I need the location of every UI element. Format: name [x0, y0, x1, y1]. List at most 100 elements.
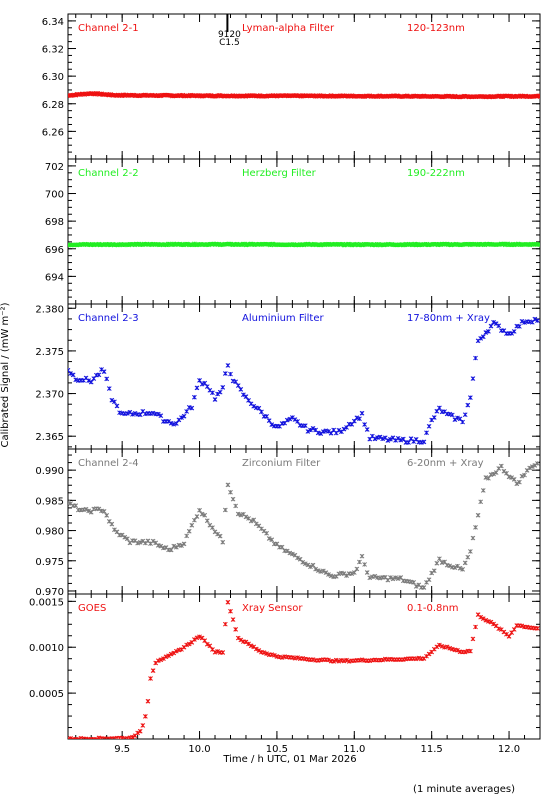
data-point [279, 655, 285, 660]
flare-marker-class: C1.5 [219, 38, 240, 48]
data-point [266, 418, 272, 424]
data-point [519, 473, 525, 479]
data-point [434, 560, 440, 566]
data-point [220, 539, 226, 545]
data-point [184, 533, 189, 539]
data-point [248, 643, 254, 649]
x-tick-label: 9.5 [114, 744, 130, 755]
channel-label: Channel 2-3 [78, 313, 139, 324]
data-point [248, 518, 254, 524]
data-point [189, 522, 195, 528]
data-point [124, 536, 130, 542]
data-point [300, 559, 306, 565]
data-point [68, 367, 71, 373]
data-point [478, 336, 484, 341]
data-point [393, 575, 398, 580]
y-tick-label: 0.990 [35, 466, 64, 477]
data-point [431, 415, 437, 420]
data-point [179, 415, 184, 421]
data-point [305, 429, 311, 434]
data-point [132, 411, 138, 416]
data-point [305, 562, 311, 568]
x-tick-label: 11.0 [343, 744, 365, 755]
data-point [486, 329, 491, 334]
y-tick-label: 2.380 [35, 304, 64, 315]
data-point [308, 427, 313, 433]
data-point [235, 511, 241, 517]
averaging-note: (1 minute averages) [413, 784, 515, 795]
panel-frame [67, 448, 541, 595]
data-point [537, 242, 540, 247]
channel-label: Channel 2-2 [78, 168, 139, 179]
data-point [372, 573, 378, 579]
data-point [189, 405, 195, 411]
data-point [204, 384, 210, 389]
data-point [225, 599, 231, 605]
y-tick-label: 6.30 [42, 72, 64, 83]
data-point [468, 549, 473, 554]
data-point [192, 394, 197, 400]
data-point [395, 435, 401, 441]
data-point [287, 416, 293, 422]
data-point [140, 723, 146, 728]
data-point [421, 585, 427, 590]
data-point [243, 639, 249, 645]
data-point [336, 658, 342, 664]
data-point [475, 512, 481, 518]
data-point [488, 619, 494, 625]
data-point [114, 403, 120, 409]
data-point [192, 517, 197, 523]
data-point [509, 475, 514, 480]
data-point [398, 575, 404, 580]
data-point [517, 324, 522, 329]
panel-2: 694 696 698 700 702 Channel 2-2 Herzberg Filte… [45, 158, 541, 305]
data-point [457, 565, 463, 571]
data-point [238, 637, 244, 643]
y-tick-label: 0.980 [35, 527, 64, 538]
data-point [320, 568, 326, 574]
panel-1: 6.26 6.28 6.30 6.32 6.34 Channel 2-1 Lyman-alp… [42, 13, 541, 160]
data-point [452, 417, 458, 422]
data-point [181, 541, 187, 547]
data-point [388, 575, 393, 580]
x-tick-label: 10.0 [188, 744, 210, 755]
data-point [104, 376, 110, 382]
data-point [150, 410, 156, 416]
data-point [184, 642, 189, 648]
data-point [158, 657, 164, 663]
data-point [460, 567, 465, 572]
data-series [68, 599, 540, 739]
data-point [437, 642, 442, 648]
data-point [395, 576, 401, 581]
data-point [462, 649, 468, 655]
data-series [68, 316, 540, 445]
data-point [150, 668, 156, 673]
data-point [109, 397, 115, 403]
data-point [535, 318, 540, 323]
data-point [168, 651, 174, 657]
data-point [406, 440, 411, 445]
data-point [434, 408, 440, 414]
data-point [202, 638, 208, 643]
data-point [88, 379, 94, 385]
data-point [269, 422, 275, 427]
data-point [344, 425, 349, 430]
data-point [442, 559, 447, 565]
data-point [452, 565, 458, 571]
data-point [261, 650, 267, 655]
data-point [491, 621, 496, 627]
data-point [101, 369, 107, 375]
y-tick-label: 2.365 [35, 432, 64, 443]
data-point [112, 399, 117, 405]
data-point [310, 426, 316, 431]
x-tick-label: 10.5 [266, 744, 288, 755]
data-point [204, 518, 210, 524]
data-point [511, 627, 517, 632]
data-point [197, 507, 202, 513]
data-point [215, 649, 220, 654]
data-point [483, 330, 489, 335]
data-point [220, 385, 226, 390]
data-point [367, 575, 373, 581]
data-point [269, 537, 275, 543]
